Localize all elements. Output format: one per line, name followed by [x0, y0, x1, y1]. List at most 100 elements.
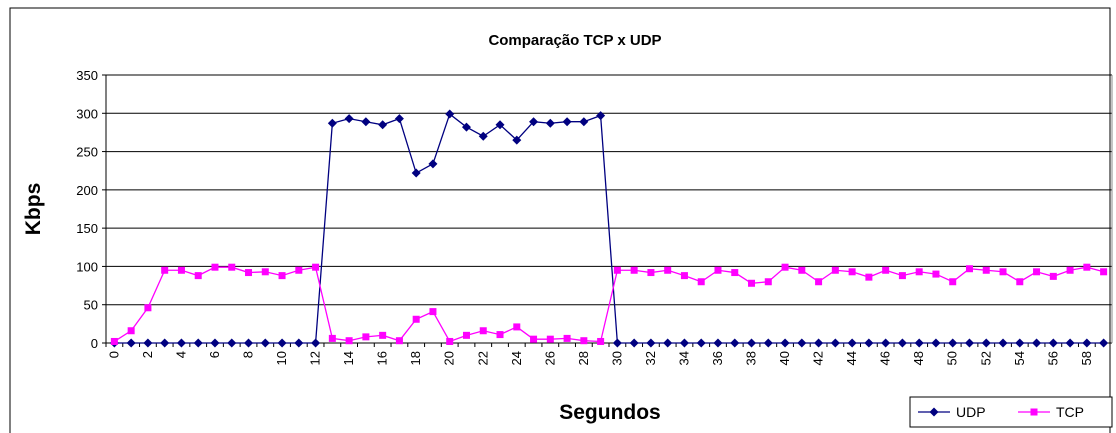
- x-tick-label: 14: [341, 351, 356, 365]
- point: [362, 333, 370, 341]
- point: [395, 337, 403, 345]
- x-tick-label: 48: [911, 351, 926, 365]
- point: [227, 338, 237, 348]
- x-tick-label: 2: [140, 351, 155, 358]
- point: [763, 338, 773, 348]
- point: [446, 337, 454, 345]
- x-tick-label: 58: [1079, 351, 1094, 365]
- x-tick-label: 28: [576, 351, 591, 365]
- point: [1030, 408, 1038, 416]
- point: [512, 135, 522, 145]
- point: [948, 338, 958, 348]
- y-tick-label: 250: [76, 145, 98, 160]
- point: [479, 327, 487, 335]
- x-tick-label: 38: [744, 351, 759, 365]
- point: [563, 334, 571, 342]
- point: [144, 304, 152, 312]
- point: [478, 131, 488, 141]
- point: [260, 338, 270, 348]
- point: [143, 338, 153, 348]
- x-tick-label: 46: [878, 351, 893, 365]
- point: [964, 338, 974, 348]
- point: [747, 338, 757, 348]
- point: [210, 338, 220, 348]
- point: [311, 338, 321, 348]
- point: [462, 331, 470, 339]
- point: [981, 338, 991, 348]
- x-tick-label: 4: [173, 351, 188, 358]
- point: [1082, 338, 1092, 348]
- point: [562, 117, 572, 127]
- x-tick-label: 40: [777, 351, 792, 365]
- point: [646, 338, 656, 348]
- y-axis-label: Kbps: [22, 183, 45, 236]
- x-tick-label: 20: [442, 351, 457, 365]
- x-tick-label: 30: [609, 351, 624, 365]
- point: [294, 338, 304, 348]
- y-tick-label: 300: [76, 106, 98, 121]
- point: [428, 159, 438, 169]
- point: [847, 338, 857, 348]
- point: [344, 114, 354, 124]
- point: [764, 278, 772, 286]
- point: [160, 338, 170, 348]
- point: [781, 263, 789, 271]
- point: [982, 266, 990, 274]
- point: [731, 269, 739, 277]
- point: [529, 117, 539, 127]
- point: [495, 120, 505, 130]
- point: [931, 338, 941, 348]
- point: [848, 268, 856, 276]
- point: [663, 338, 673, 348]
- point: [647, 269, 655, 277]
- point: [998, 338, 1008, 348]
- x-tick-label: 0: [106, 351, 121, 358]
- x-tick-label: 6: [207, 351, 222, 358]
- point: [613, 266, 621, 274]
- point: [696, 338, 706, 348]
- y-tick-label: 150: [76, 221, 98, 236]
- point: [680, 272, 688, 280]
- point: [461, 122, 471, 132]
- x-tick-label: 16: [375, 351, 390, 365]
- point: [194, 272, 202, 280]
- point: [815, 278, 823, 286]
- point: [748, 279, 756, 287]
- x-tick-label: 26: [542, 351, 557, 365]
- point: [378, 120, 388, 130]
- point: [898, 272, 906, 280]
- x-tick-label: 24: [509, 351, 524, 365]
- point: [865, 273, 873, 281]
- point: [445, 109, 455, 119]
- point: [411, 168, 421, 178]
- point: [177, 266, 185, 274]
- x-tick-label: 36: [710, 351, 725, 365]
- point: [697, 278, 705, 286]
- point: [496, 331, 504, 339]
- point: [881, 338, 891, 348]
- point: [730, 338, 740, 348]
- x-tick-label: 56: [1045, 351, 1060, 365]
- point: [1015, 338, 1025, 348]
- point: [713, 338, 723, 348]
- point: [161, 266, 169, 274]
- x-tick-label: 22: [475, 351, 490, 365]
- point: [612, 338, 622, 348]
- point: [999, 268, 1007, 276]
- y-tick-label: 200: [76, 183, 98, 198]
- point: [1049, 272, 1057, 280]
- point: [630, 266, 638, 274]
- point: [679, 338, 689, 348]
- chart-title: Comparação TCP x UDP: [488, 32, 661, 49]
- point: [545, 118, 555, 128]
- point: [211, 263, 219, 271]
- point: [580, 337, 588, 345]
- point: [244, 338, 254, 348]
- legend-label: TCP: [1056, 404, 1084, 420]
- point: [949, 278, 957, 286]
- point: [830, 338, 840, 348]
- point: [295, 266, 303, 274]
- legend-label: UDP: [956, 404, 986, 420]
- point: [596, 111, 606, 121]
- point: [798, 266, 806, 274]
